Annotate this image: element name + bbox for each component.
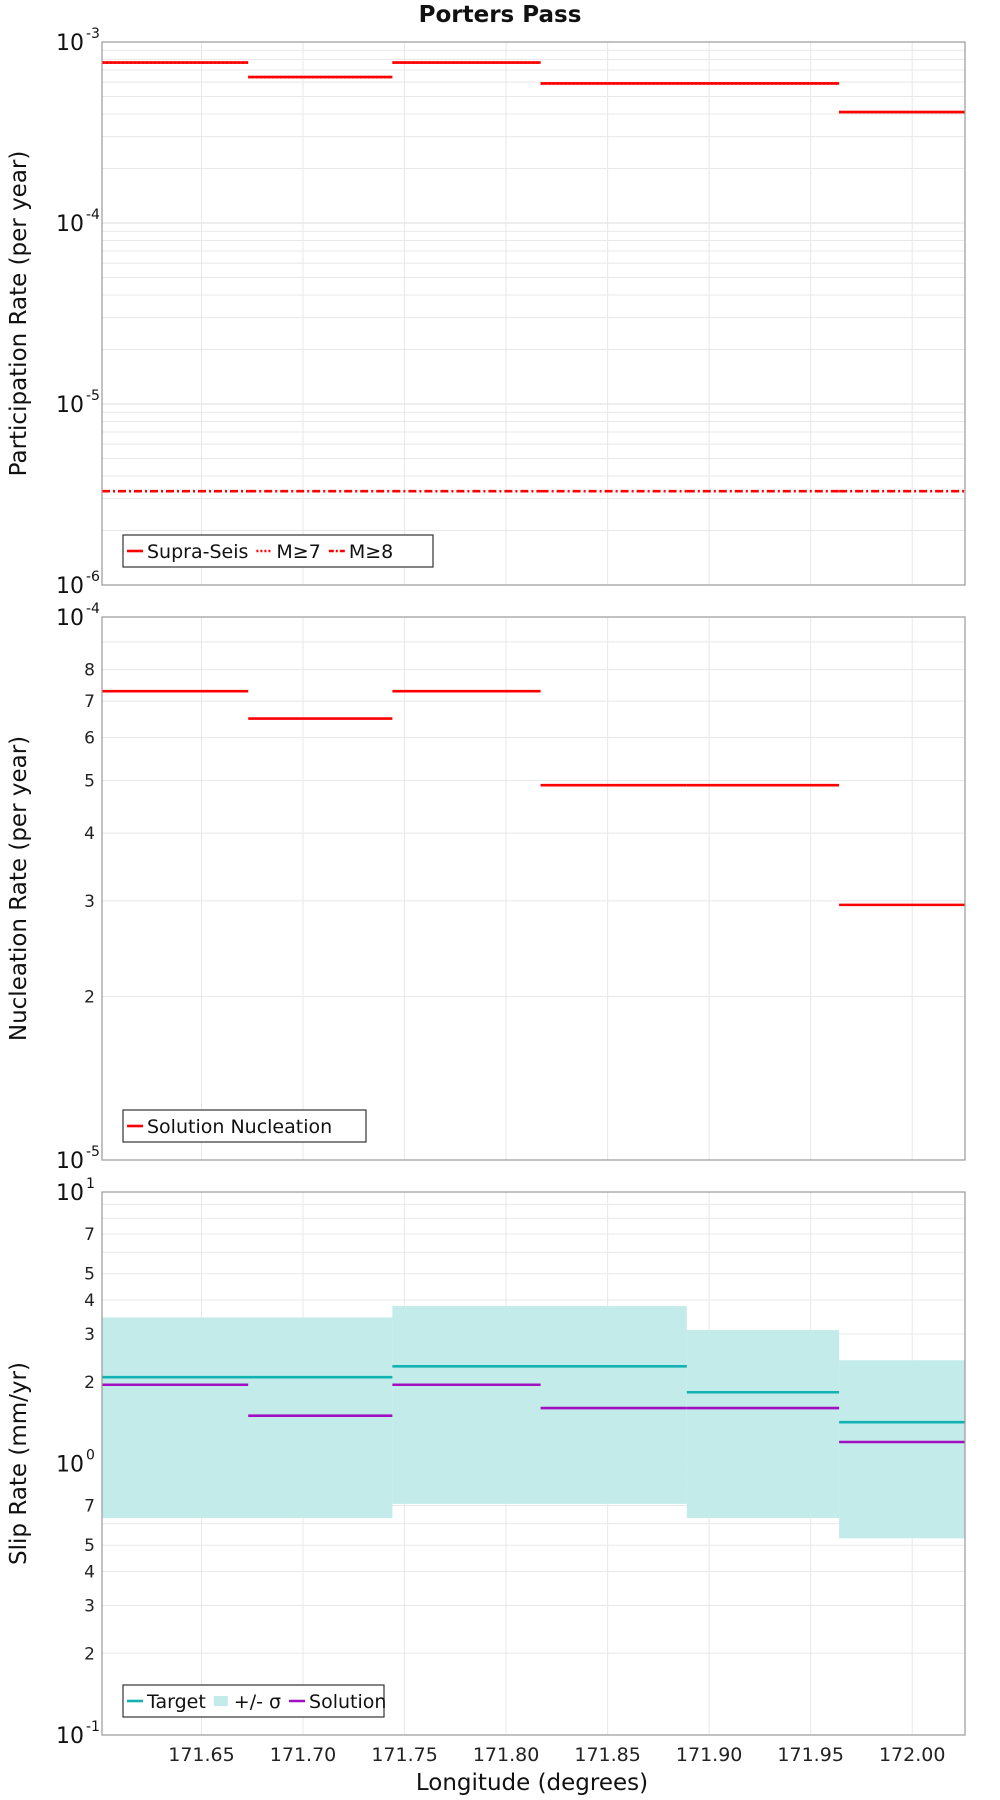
x-axis-label: Longitude (degrees) [416,1770,648,1796]
y-tick-exponent: -4 [86,207,100,223]
y-tick-label-major: 10 [56,1724,84,1749]
y-tick-label-major: 10 [56,574,84,599]
y-tick-label-major: 10 [56,212,84,237]
x-tick-label: 171.70 [270,1744,336,1766]
y-tick-label-minor: 4 [84,1291,95,1311]
y-tick-label-minor: 5 [84,1265,95,1285]
y-tick-label-major: 10 [56,1149,84,1174]
x-tick-label: 171.80 [473,1744,539,1766]
y-tick-label-major: 10 [56,31,84,56]
plot-frame [101,616,966,1161]
y-axis-label: Slip Rate (mm/yr) [6,1362,32,1565]
y-tick-label-minor: 4 [84,824,95,844]
legend: Solution Nucleation [122,1109,367,1143]
sigma-band [686,1330,840,1518]
chart-title: Porters Pass [419,2,582,28]
y-tick-label-minor: 7 [84,692,95,712]
legend-box [122,1109,367,1143]
x-tick-label: 171.85 [574,1744,640,1766]
y-tick-exponent: -3 [86,26,100,42]
legend-label: Target [146,1691,206,1713]
legend-label: Solution [309,1691,386,1713]
y-tick-label-major: 10 [56,393,84,418]
y-tick-label-minor: 2 [84,988,95,1008]
x-tick-label: 171.90 [676,1744,742,1766]
y-tick-exponent: -4 [86,601,100,617]
y-axis-label: Participation Rate (per year) [6,151,32,477]
y-tick-label-minor: 5 [84,771,95,791]
legend-label: Solution Nucleation [147,1116,332,1138]
legend-box [122,1684,385,1718]
y-tick-label-minor: 8 [84,661,95,681]
legend-label: M≥8 [349,541,393,563]
x-tick-label: 171.65 [168,1744,234,1766]
y-tick-label-minor: 6 [84,728,95,748]
sigma-band [839,1360,965,1539]
y-tick-label-minor: 3 [84,1596,95,1616]
x-tick-label: 172.00 [879,1744,945,1766]
y-tick-exponent: -5 [86,1144,100,1160]
y-tick-exponent: 0 [86,1448,95,1464]
y-tick-label-major: 10 [56,606,84,631]
legend-label: +/- σ [234,1691,281,1713]
y-tick-label-minor: 7 [84,1497,95,1517]
sigma-band [392,1306,687,1504]
y-tick-label-major: 10 [56,1453,84,1478]
legend-swatch [213,1696,228,1706]
y-tick-label-minor: 2 [84,1644,95,1664]
legend-label: Supra-Seis [147,541,248,563]
y-tick-label-minor: 4 [84,1563,95,1583]
y-tick-label-minor: 5 [84,1536,95,1556]
y-tick-exponent: 1 [86,1176,95,1192]
plot-frame [101,1191,966,1736]
y-tick-label-major: 10 [56,1181,84,1206]
legend-label: M≥7 [276,541,320,563]
plot-frame [101,41,966,586]
legend-box [122,534,434,568]
y-tick-exponent: -6 [86,569,100,585]
legend: Supra-Seis M≥7 M≥8 [122,534,434,568]
y-tick-exponent: -1 [86,1719,100,1735]
y-tick-exponent: -5 [86,388,100,404]
y-tick-label-minor: 7 [84,1225,95,1245]
y-tick-label-minor: 3 [84,1325,95,1345]
y-tick-label-minor: 2 [84,1373,95,1393]
y-tick-label-minor: 3 [84,892,95,912]
x-tick-label: 171.95 [777,1744,843,1766]
sigma-band [102,1317,393,1518]
y-axis-label: Nucleation Rate (per year) [6,736,32,1041]
legend: Target +/- σ Solution [122,1684,386,1718]
x-tick-label: 171.75 [371,1744,437,1766]
